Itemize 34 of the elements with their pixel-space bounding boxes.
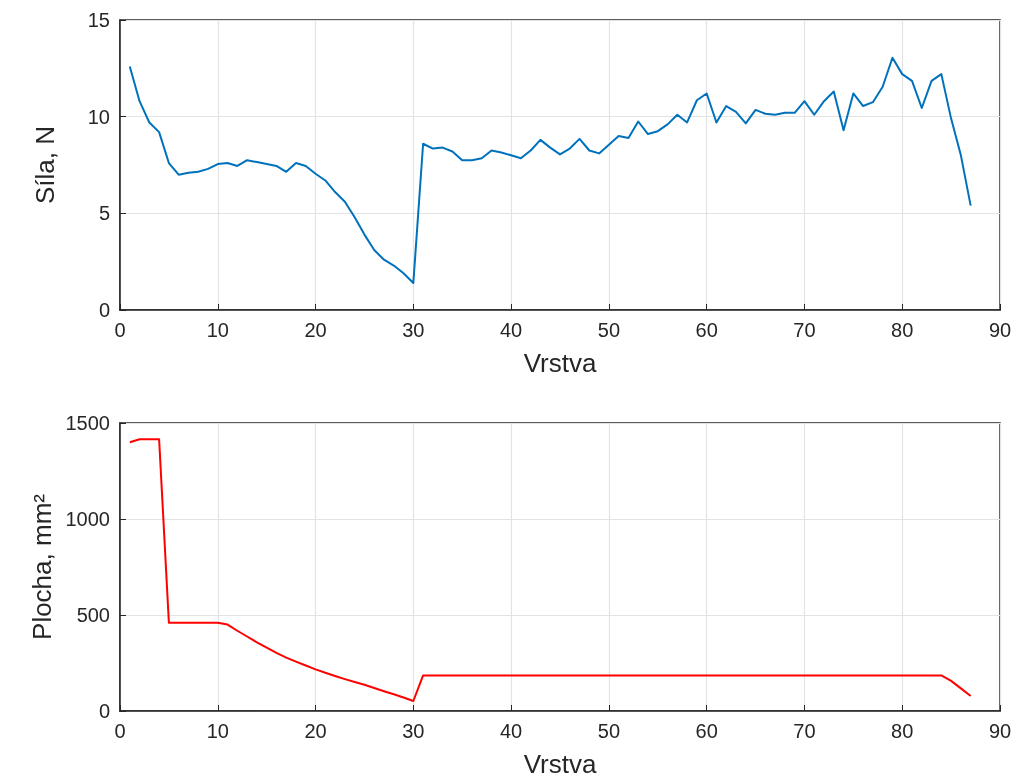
x-tick-label: 30 [402, 319, 425, 341]
x-tick-label: 70 [793, 720, 816, 742]
x-axis-title: Vrstva [523, 749, 597, 779]
y-tick-label: 1500 [65, 412, 110, 434]
y-tick-label: 10 [87, 105, 110, 128]
x-tick-label: 0 [114, 720, 126, 742]
y-axis-title: Plocha, mm² [26, 493, 57, 640]
x-tick-label: 10 [206, 720, 229, 742]
y-tick-label: 500 [76, 604, 110, 626]
x-tick-label: 20 [304, 720, 327, 742]
x-tick-label: 50 [597, 720, 621, 742]
x-tick-label: 80 [891, 319, 914, 341]
y-tick-label: 0 [98, 299, 110, 321]
x-tick-label: 0 [114, 319, 126, 341]
y-axis-title: Síla, N [30, 125, 60, 205]
x-tick-label: 20 [304, 319, 327, 341]
y-tick-label: 1000 [65, 508, 110, 530]
x-tick-label: 80 [891, 720, 914, 742]
x-tick-label: 70 [793, 319, 816, 341]
x-tick-label: 90 [988, 319, 1012, 341]
x-tick-label: 40 [499, 319, 523, 341]
x-tick-label: 10 [206, 319, 229, 341]
y-tick-label: 15 [87, 9, 110, 31]
y-tick-label: 0 [98, 700, 110, 722]
x-tick-label: 90 [988, 720, 1012, 742]
x-tick-label: 60 [695, 319, 718, 341]
y-tick-label: 5 [98, 202, 110, 225]
x-tick-label: 50 [597, 319, 621, 341]
line-series [128, 56, 972, 284]
x-tick-label: 30 [402, 720, 425, 742]
x-tick-label: 60 [695, 720, 718, 742]
line-series [128, 438, 972, 703]
x-tick-label: 40 [499, 720, 523, 742]
x-axis-title: Vrstva [523, 348, 597, 378]
